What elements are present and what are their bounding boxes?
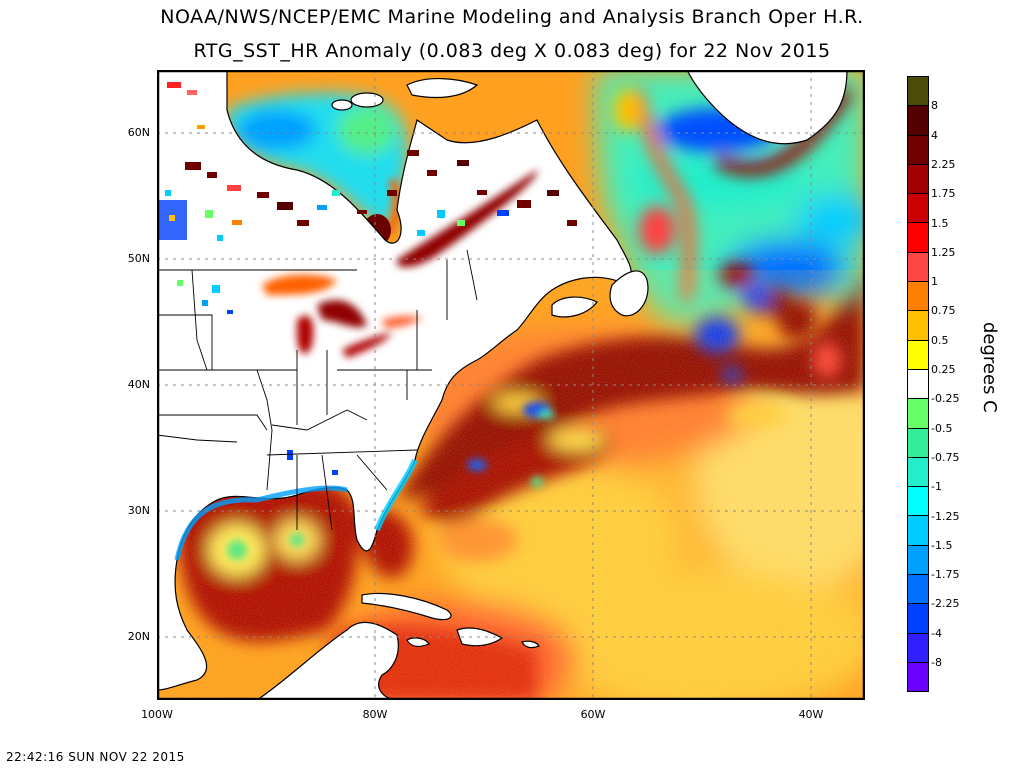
colorbar-tick-label: 0.5 (931, 333, 949, 347)
colorbar-segment (907, 164, 929, 195)
colorbar-segment (907, 282, 929, 312)
colorbar-segment (907, 311, 929, 341)
lat-label-60n: 60N (127, 126, 150, 139)
lon-label-60w: 60W (580, 708, 606, 721)
colorbar-tick-label: 1.25 (931, 245, 956, 259)
colorbar-segment (907, 633, 929, 663)
lat-label-30n: 30N (127, 504, 150, 517)
colorbar-segment (907, 369, 929, 400)
colorbar-tick-label: 8 (931, 99, 938, 113)
colorbar-segment (907, 662, 929, 693)
colorbar-tick-label: 0.25 (931, 363, 956, 376)
colorbar-segment (907, 76, 929, 107)
colorbar-tick-label: 1.5 (931, 216, 949, 230)
colorbar-tick-label: -4 (931, 626, 942, 640)
colorbar-segment (907, 575, 929, 605)
colorbar-segment (907, 457, 929, 488)
colorbar-segment (907, 106, 929, 136)
colorbar-tick-label: 1 (931, 275, 938, 289)
lon-label-40w: 40W (798, 708, 824, 721)
colorbar-segment (907, 516, 929, 546)
lat-label-50n: 50N (127, 252, 150, 265)
title-line-2: RTG_SST_HR Anomaly (0.083 deg X 0.083 de… (193, 40, 831, 62)
colorbar-tick-label: 0.75 (931, 304, 956, 318)
lon-label-80w: 80W (362, 708, 388, 721)
colorbar-segment (907, 194, 929, 224)
colorbar-tick-label: -1 (931, 480, 942, 494)
title-line-1: NOAA/NWS/NCEP/EMC Marine Modeling and An… (160, 6, 864, 28)
colorbar-tick-label: 2.25 (931, 157, 956, 171)
lat-label-20n: 20N (127, 630, 150, 643)
colorbar-segment (907, 399, 929, 429)
colorbar-segment (907, 135, 929, 165)
colorbar-segment (907, 428, 929, 458)
lat-label-40n: 40N (127, 378, 150, 391)
colorbar-segment (907, 604, 929, 634)
colorbar (907, 76, 929, 693)
colorbar-tick-label: 4 (931, 128, 938, 142)
colorbar-tick-label: -1.25 (931, 509, 960, 523)
colorbar-tick-label: -8 (931, 656, 942, 669)
colorbar-tick-label: -0.25 (931, 392, 960, 406)
colorbar-segment (907, 252, 929, 283)
colorbar-tick-label: -1.5 (931, 538, 953, 552)
sst-anomaly-map (156, 69, 897, 720)
colorbar-tick-label: -2.25 (931, 597, 960, 611)
colorbar-segment (907, 223, 929, 253)
colorbar-segment (907, 545, 929, 576)
colorbar-segment (907, 340, 929, 370)
timestamp: 22:42:16 SUN NOV 22 2015 (6, 750, 185, 764)
colorbar-tick-label: -0.5 (931, 421, 953, 435)
colorbar-tick-label: -0.75 (931, 450, 960, 464)
colorbar-units-label: degrees C (979, 322, 1000, 413)
colorbar-tick-label: -1.75 (931, 568, 960, 582)
colorbar-segment (907, 487, 929, 517)
lon-label-100w: 100W (141, 708, 173, 721)
colorbar-tick-label: 1.75 (931, 187, 956, 201)
